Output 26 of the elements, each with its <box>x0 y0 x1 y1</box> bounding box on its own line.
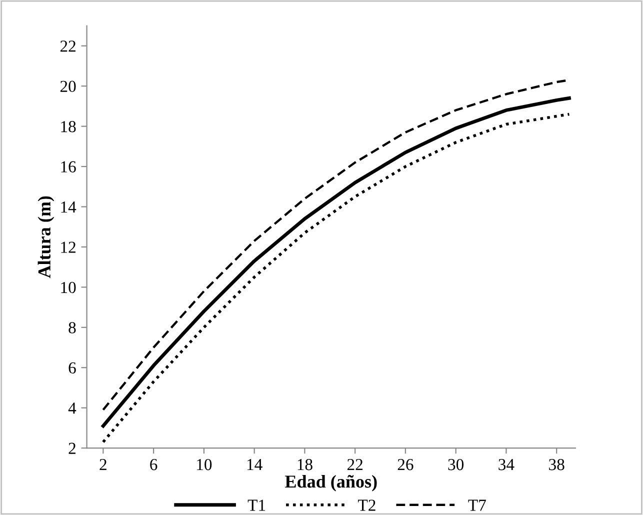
y-tick-label: 8 <box>68 322 76 334</box>
x-tick-label: 18 <box>298 458 312 470</box>
y-tick-label: 12 <box>61 242 76 253</box>
y-tick-label: 10 <box>61 282 76 294</box>
y-tick-label: 20 <box>60 80 76 92</box>
y-tick-label: 4 <box>68 402 76 414</box>
x-tick-label: 30 <box>448 458 464 470</box>
x-tick-label: 34 <box>498 458 514 470</box>
x-tick-label: 2 <box>100 458 106 470</box>
x-tick-label: 22 <box>347 458 362 470</box>
x-tick-label: 14 <box>247 459 262 470</box>
legend-label: T7 <box>468 500 486 511</box>
x-tick-label: 38 <box>549 458 564 470</box>
x-tick-label: 26 <box>398 458 414 470</box>
y-tick-label: 18 <box>61 120 76 132</box>
x-axis-title: Edad (años) <box>285 474 377 492</box>
y-tick-label: 2 <box>68 442 76 454</box>
y-tick-label: 6 <box>68 362 76 374</box>
legend-label: T2 <box>358 500 376 511</box>
y-tick-label: 16 <box>61 161 76 172</box>
x-tick-label: 6 <box>150 458 158 470</box>
y-tick-label: 14 <box>61 202 76 213</box>
legend-label: T1 <box>248 500 266 511</box>
y-tick-label: 22 <box>60 40 76 52</box>
x-tick-label: 10 <box>197 458 212 470</box>
y-axis-title: Altura (m) <box>38 196 54 278</box>
